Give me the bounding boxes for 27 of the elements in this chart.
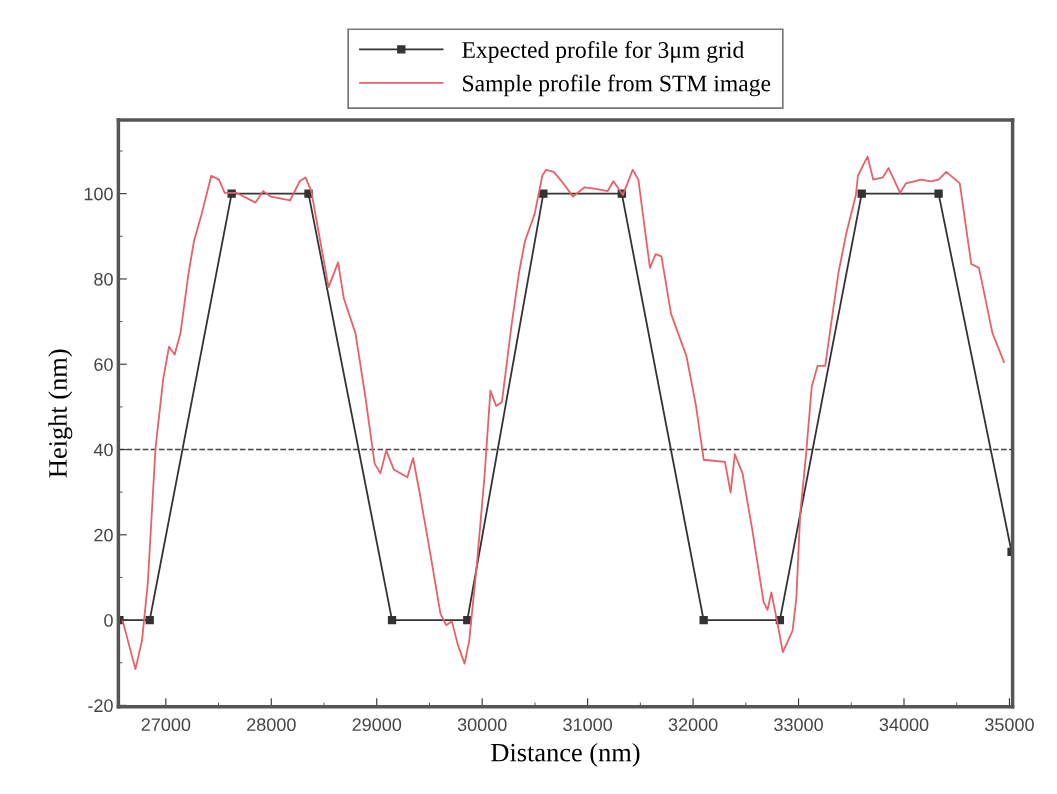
- y-tick-label: 60: [94, 358, 113, 371]
- point: [857, 189, 866, 198]
- y-tick-label: 40: [93, 443, 113, 457]
- x-axis-title: Distance (nm): [491, 742, 640, 767]
- y-tick-label: 0: [104, 614, 113, 627]
- x-tick-label: 30000: [457, 718, 507, 732]
- x-tick-label: 29000: [352, 718, 402, 732]
- legend-label: Expected profile for 3μm grid: [462, 41, 744, 63]
- point: [699, 615, 708, 625]
- y-tick-label: -20: [88, 699, 113, 713]
- x-tick-label: 32000: [668, 718, 718, 732]
- point: [145, 615, 154, 625]
- point: [934, 189, 943, 198]
- point: [539, 189, 548, 198]
- x-tick-label: 34000: [879, 718, 929, 732]
- point: [387, 615, 397, 625]
- y-axis-title: Height (nm): [48, 349, 73, 478]
- x-tick-label: 35000: [985, 718, 1034, 732]
- line-series: [121, 155, 1005, 671]
- x-tick-label: 33000: [774, 718, 823, 732]
- x-tick-label: 28000: [247, 718, 296, 732]
- y-tick-label: 80: [94, 272, 113, 286]
- x-tick-label: 27000: [141, 718, 191, 732]
- y-tick-label: 20: [94, 528, 113, 542]
- y-tick-label: 100: [84, 187, 113, 201]
- x-tick-label: 31000: [563, 718, 613, 732]
- legend-label: Sample profile from STM image: [463, 74, 771, 97]
